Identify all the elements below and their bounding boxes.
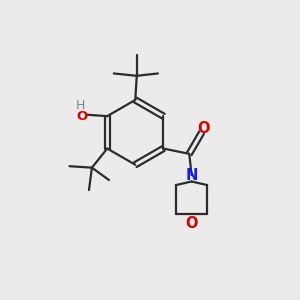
Text: O: O	[185, 216, 198, 231]
Text: H: H	[76, 99, 86, 112]
Text: N: N	[185, 167, 198, 182]
Text: O: O	[197, 121, 209, 136]
Text: O: O	[77, 110, 88, 123]
